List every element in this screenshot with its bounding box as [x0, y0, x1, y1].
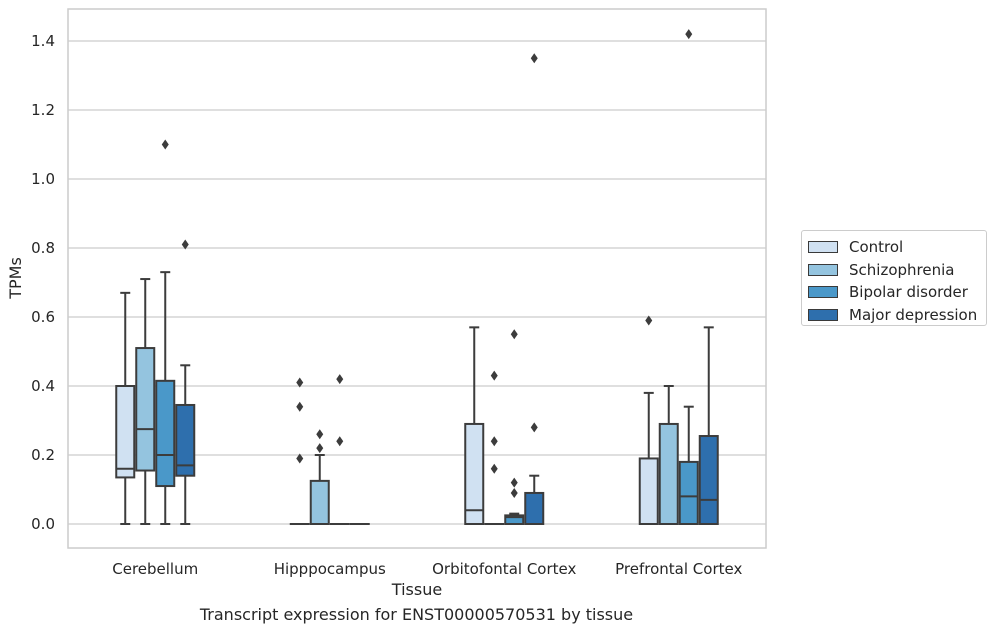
legend-item: Bipolar disorder: [808, 281, 986, 304]
y-tick-label: 1.4: [31, 32, 55, 50]
box-2-2: [504, 329, 525, 525]
outlier-point: [510, 329, 518, 340]
outlier-point: [296, 401, 304, 412]
y-tick-label: 1.0: [31, 170, 55, 188]
x-tick-label: Orbitofontal Cortex: [432, 560, 576, 578]
box-0-2: [155, 139, 176, 525]
outlier-point: [316, 443, 324, 454]
legend-item: Control: [808, 236, 986, 259]
outlier-point: [645, 315, 653, 326]
outlier-point: [530, 422, 538, 433]
box-1-2: [329, 374, 350, 526]
box: [135, 347, 156, 472]
box: [115, 385, 136, 479]
legend-item: Schizophrenia: [808, 259, 986, 282]
y-tick-label: 0.8: [31, 239, 55, 257]
outlier-point: [490, 436, 498, 447]
y-tick-label: 0.0: [31, 515, 55, 533]
outlier-point: [336, 374, 344, 385]
box: [678, 460, 699, 525]
box-groups: [115, 29, 719, 526]
box: [698, 435, 719, 525]
box-3-0: [638, 315, 659, 526]
legend: Control Schizophrenia Bipolar disorder Majo…: [801, 230, 987, 326]
outlier-point: [530, 53, 538, 64]
box: [638, 457, 659, 526]
outlier-point: [510, 477, 518, 488]
x-tick-label: Prefrontal Cortex: [615, 560, 742, 578]
box: [155, 379, 176, 488]
legend-swatch: [808, 286, 838, 299]
outlier-point: [316, 429, 324, 440]
box: [658, 422, 679, 526]
legend-label: Major depression: [849, 305, 978, 324]
y-tick-label: 1.2: [31, 101, 55, 119]
plot-frame: [67, 8, 767, 549]
outlier-point: [490, 370, 498, 381]
box: [504, 514, 525, 525]
legend-label: Bipolar disorder: [849, 283, 968, 302]
legend-swatch: [808, 241, 838, 254]
y-axis-ticks: 0.0 0.2 0.4 0.6 0.8 1.0 1.2 1.4: [31, 32, 55, 533]
x-tick-label: Hipppocampus: [274, 560, 386, 578]
box-2-0: [464, 326, 485, 526]
outlier-point: [510, 487, 518, 498]
outlier-point: [296, 377, 304, 388]
box-0-3: [175, 239, 196, 525]
legend-swatch: [808, 263, 838, 276]
outlier-point: [181, 239, 189, 250]
x-axis-label: Tissue: [391, 580, 442, 599]
legend-label: Control: [849, 238, 904, 257]
y-tick-label: 0.6: [31, 308, 55, 326]
outlier-point: [296, 453, 304, 464]
outlier-point: [685, 29, 693, 40]
box: [175, 403, 196, 477]
box-0-0: [115, 291, 136, 525]
legend-swatch: [808, 308, 838, 321]
legend-label: Schizophrenia: [849, 260, 955, 279]
box-3-1: [658, 385, 679, 526]
y-axis-label: TPMs: [6, 257, 25, 300]
box-1-1: [309, 429, 330, 525]
box: [464, 422, 485, 526]
outlier-point: [336, 436, 344, 447]
x-axis-ticks: Cerebellum Hipppocampus Orbitofontal Corte…: [112, 560, 742, 578]
box-3-3: [698, 326, 719, 525]
box: [309, 479, 330, 525]
legend-item: Major depression: [808, 304, 986, 327]
box-1-0: [289, 377, 310, 526]
y-tick-label: 0.4: [31, 377, 55, 395]
box-2-1: [484, 370, 505, 526]
box: [524, 491, 545, 526]
box-3-2: [678, 29, 699, 525]
outlier-point: [490, 463, 498, 474]
outlier-point: [161, 139, 169, 150]
box-0-1: [135, 278, 156, 525]
box-2-3: [524, 53, 545, 526]
figure-caption: Transcript expression for ENST0000057053…: [199, 605, 634, 624]
y-tick-label: 0.2: [31, 446, 55, 464]
x-tick-label: Cerebellum: [112, 560, 198, 578]
